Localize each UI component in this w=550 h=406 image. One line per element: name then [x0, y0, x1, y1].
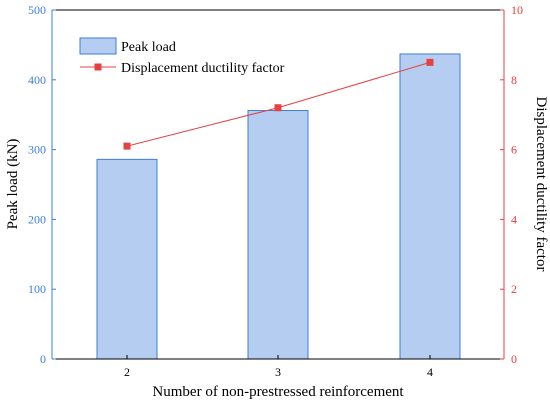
- x-axis-title: Number of non-prestressed reinforcement: [152, 384, 404, 400]
- legend: Peak load Displacement ductility factor: [79, 37, 285, 76]
- y-right-tick-label: 4: [511, 212, 517, 226]
- legend-label-ductility: Displacement ductility factor: [121, 61, 285, 76]
- x-tick-label: 3: [275, 365, 281, 379]
- y-left-tick-label: 400: [28, 73, 46, 87]
- y-left-axis-title: Peak load (kN): [5, 139, 21, 230]
- line-layer: [123, 58, 434, 150]
- ticks-layer: 0 100 200 300 400 500 0 2 4 6 8 10 2 3 4: [28, 3, 523, 379]
- y-left-tick-label: 0: [40, 352, 46, 366]
- bar-peak-load-2: [96, 158, 158, 360]
- legend-swatch-peak-load: [79, 37, 117, 55]
- bar-peak-load-4: [399, 53, 461, 360]
- legend-label-peak-load: Peak load: [121, 40, 176, 55]
- point-ductility-2: [123, 142, 131, 150]
- legend-marker-ductility: [94, 63, 102, 71]
- y-right-tick-label: 2: [511, 282, 517, 296]
- y-left-tick-label: 100: [28, 282, 46, 296]
- y-right-tick-label: 8: [511, 73, 517, 87]
- y-right-tick-label: 0: [511, 352, 517, 366]
- y-left-tick-label: 200: [28, 212, 46, 226]
- point-ductility-4: [426, 58, 434, 66]
- y-left-tick-label: 500: [28, 3, 46, 17]
- y-right-tick-label: 10: [511, 3, 523, 17]
- y-right-tick-label: 6: [511, 143, 517, 157]
- point-ductility-3: [274, 104, 282, 112]
- x-tick-label: 2: [124, 365, 130, 379]
- y-left-tick-label: 300: [28, 143, 46, 157]
- x-tick-label: 4: [427, 365, 433, 379]
- bar-layer: [96, 53, 461, 360]
- bar-peak-load-3: [247, 110, 309, 360]
- y-right-axis-title: Displacement ductility factor: [533, 97, 549, 272]
